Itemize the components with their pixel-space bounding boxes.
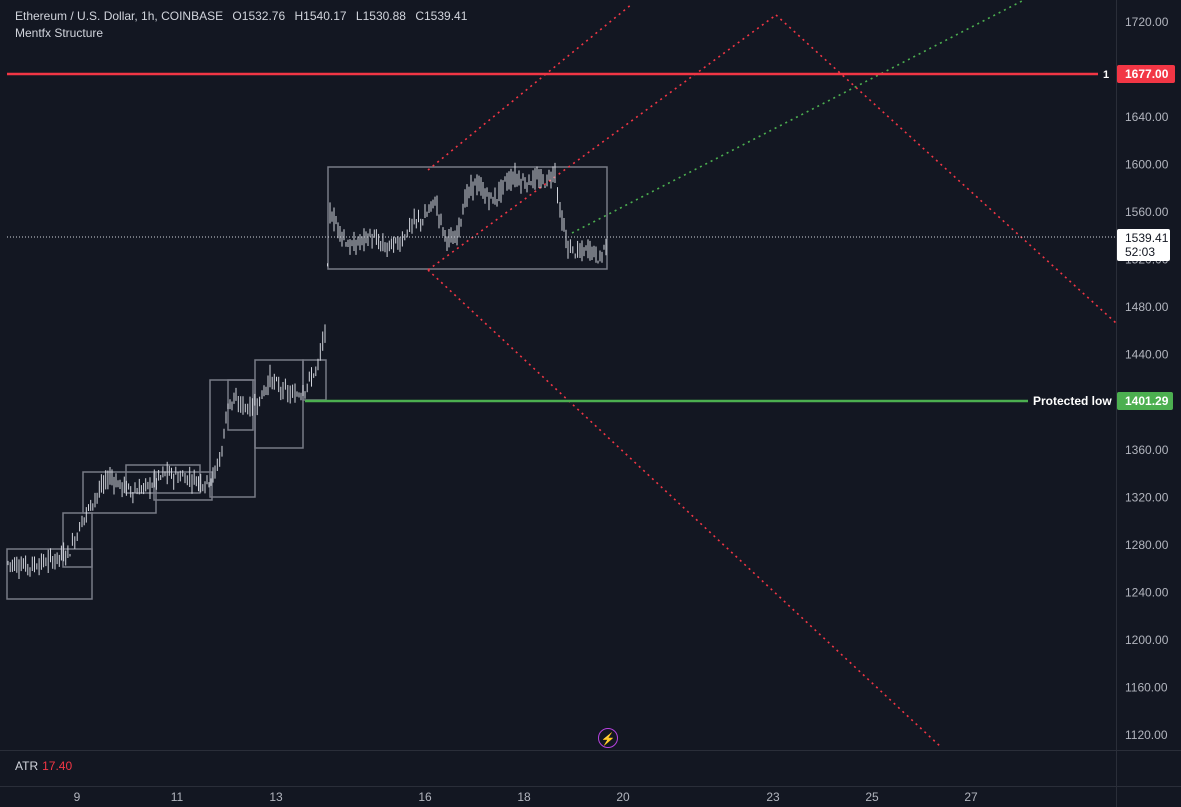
price-tick-label: 1560.00 — [1125, 205, 1169, 219]
price-tick-label: 1600.00 — [1125, 158, 1169, 172]
current-price-label: 1539.41 52:03 — [1117, 229, 1170, 261]
channel-lines — [427, 0, 1117, 749]
price-tick-label: 1200.00 — [1125, 633, 1169, 647]
ohlc-low: L1530.88 — [355, 9, 406, 23]
structure-box — [302, 359, 327, 401]
chart-legend[interactable]: Ethereum / U.S. Dollar, 1h, COINBASE O15… — [15, 8, 467, 41]
price-tick-label: 1160.00 — [1125, 680, 1168, 694]
price-tick-label: 1440.00 — [1125, 348, 1169, 362]
price-tick-label: 1280.00 — [1125, 538, 1169, 552]
structure-boxes — [6, 166, 608, 600]
ohlc-close: C1539.41 — [415, 9, 468, 23]
red-level-price-label: 1 1677.00 — [1103, 65, 1175, 83]
structure-box — [125, 464, 201, 494]
time-tick-label: 27 — [964, 790, 978, 804]
red-level-value: 1677.00 — [1125, 67, 1169, 81]
atr-value: 17.40 — [42, 759, 73, 773]
time-tick-label: 20 — [616, 790, 630, 804]
protected-low-value: 1401.29 — [1125, 394, 1169, 408]
symbol-row[interactable]: Ethereum / U.S. Dollar, 1h, COINBASE O15… — [15, 8, 467, 24]
lightning-bolt-icon[interactable]: ⚡ — [598, 728, 618, 748]
structure-box — [6, 548, 93, 600]
red-channel-middle[interactable] — [427, 14, 777, 271]
time-tick-label: 16 — [418, 790, 432, 804]
red-channel-upper[interactable] — [427, 3, 633, 171]
red-channel-lower[interactable] — [427, 269, 943, 749]
ohlc-high: H1540.17 — [294, 9, 347, 23]
time-axis[interactable]: 9 11 13 16 18 20 23 25 27 — [74, 790, 978, 804]
price-axis[interactable]: 1720.001680.001640.001600.001560.001520.… — [1125, 15, 1169, 742]
structure-box — [254, 359, 304, 449]
symbol-title[interactable]: Ethereum / U.S. Dollar, 1h, COINBASE — [15, 9, 224, 23]
indicator-title[interactable]: Mentfx Structure — [15, 26, 104, 40]
atr-label: ATR — [15, 759, 39, 773]
price-tick-label: 1640.00 — [1125, 110, 1169, 124]
time-tick-label: 11 — [171, 790, 184, 804]
current-price-value: 1539.41 — [1125, 231, 1169, 245]
price-tick-label: 1320.00 — [1125, 490, 1169, 504]
protected-low-price-label: Protected low 1401.29 — [1028, 392, 1173, 410]
time-tick-label: 25 — [865, 790, 879, 804]
structure-box — [62, 512, 93, 568]
atr-legend[interactable]: ATR 17.40 — [15, 759, 72, 773]
time-tick-label: 23 — [766, 790, 780, 804]
price-tick-label: 1480.00 — [1125, 300, 1169, 314]
candlestick-series — [7, 162, 607, 579]
red-channel-right[interactable] — [775, 14, 1117, 324]
bar-countdown: 52:03 — [1125, 245, 1155, 259]
price-tick-label: 1720.00 — [1125, 15, 1169, 29]
price-tick-label: 1120.00 — [1125, 728, 1168, 742]
time-tick-label: 13 — [269, 790, 283, 804]
time-tick-label: 18 — [517, 790, 531, 804]
structure-box — [209, 379, 256, 498]
red-level-marker: 1 — [1103, 69, 1109, 81]
structure-box — [327, 166, 608, 270]
ohlc-open: O1532.76 — [232, 9, 286, 23]
green-trend-line[interactable] — [571, 0, 1023, 234]
time-tick-label: 9 — [74, 790, 81, 804]
price-tick-label: 1240.00 — [1125, 585, 1169, 599]
price-tick-label: 1360.00 — [1125, 443, 1169, 457]
protected-low-text: Protected low — [1033, 394, 1112, 408]
